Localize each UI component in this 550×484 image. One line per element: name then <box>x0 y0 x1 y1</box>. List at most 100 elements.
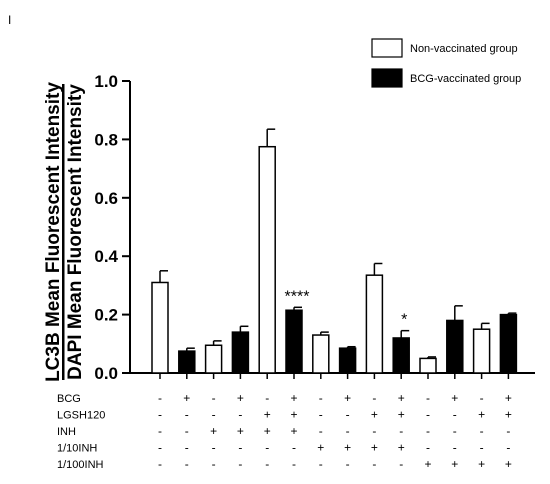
treatment-cell: + <box>290 408 297 422</box>
treatment-cell: - <box>372 424 376 438</box>
treatment-cell: - <box>238 408 242 422</box>
treatment-cell: + <box>264 424 271 438</box>
legend-swatch-bcg-vaccinated <box>371 68 403 88</box>
y-tick-label: 0.6 <box>94 189 118 208</box>
treatment-row-label: LGSH120 <box>57 410 105 422</box>
significance-label: * <box>401 312 407 329</box>
y-axis-label-denominator: DAPI Mean Fluorescent Intensity <box>65 84 86 380</box>
treatment-cell: + <box>371 408 378 422</box>
treatment-cell: + <box>424 457 431 471</box>
treatment-cell: - <box>158 441 162 455</box>
treatment-cell: + <box>398 408 405 422</box>
legend: Non-vaccinated group BCG-vaccinated grou… <box>371 38 521 88</box>
treatment-cell: + <box>478 457 485 471</box>
treatment-cell: - <box>238 441 242 455</box>
y-axis-title: LC3B Mean Fluorescent Intensity DAPI Mea… <box>43 82 86 382</box>
treatment-cell: + <box>290 424 297 438</box>
bar <box>419 357 437 374</box>
treatment-cell: - <box>399 457 403 471</box>
treatment-cell: - <box>292 457 296 471</box>
treatment-row-label: 1/10INH <box>57 443 97 455</box>
treatment-cell: - <box>212 441 216 455</box>
treatment-cell: - <box>453 441 457 455</box>
bar <box>472 328 491 374</box>
treatment-cell: - <box>346 457 350 471</box>
treatment-cell: + <box>344 391 351 405</box>
treatment-cell: + <box>451 391 458 405</box>
treatment-cell: - <box>480 391 484 405</box>
treatment-cell: - <box>265 457 269 471</box>
treatment-cell: - <box>426 441 430 455</box>
treatment-cell: + <box>398 391 405 405</box>
treatment-cell: + <box>451 457 458 471</box>
treatment-cell: + <box>371 441 378 455</box>
treatment-cell: + <box>505 391 512 405</box>
bar <box>231 331 250 374</box>
bar <box>446 319 464 374</box>
treatment-cell: + <box>505 457 512 471</box>
bar <box>151 281 169 374</box>
y-tick-label: 0.4 <box>94 247 118 266</box>
y-tick-label: 1.0 <box>94 72 118 91</box>
treatment-cell: - <box>506 424 510 438</box>
treatment-row-label: BCG <box>57 393 81 405</box>
treatment-cell: - <box>506 441 510 455</box>
treatment-cell: - <box>292 441 296 455</box>
treatment-cell: - <box>185 457 189 471</box>
treatment-cell: - <box>185 441 189 455</box>
treatment-table: BCG - + - + - + - + - + - + - + LGSH120 - - - - + + - - + + - - + + IN… <box>57 391 512 471</box>
legend-swatch-non-vaccinated <box>371 38 403 58</box>
treatment-cell: + <box>264 408 271 422</box>
bar <box>365 274 384 374</box>
bar <box>499 313 518 374</box>
treatment-cell: - <box>319 408 323 422</box>
treatment-cell: - <box>319 391 323 405</box>
treatment-cell: + <box>237 424 244 438</box>
treatment-cell: - <box>399 424 403 438</box>
treatment-cell: - <box>480 441 484 455</box>
treatment-cell: - <box>212 457 216 471</box>
treatment-cell: + <box>398 441 405 455</box>
treatment-cell: - <box>426 391 430 405</box>
y-tick-label: 0.8 <box>94 130 118 149</box>
panel-label: I <box>8 13 11 27</box>
treatment-cell: - <box>346 408 350 422</box>
axis-layer: 0.0 0.2 0.4 0.6 0.8 1.0 <box>94 72 535 383</box>
treatment-cell: + <box>478 408 485 422</box>
treatment-cell: - <box>319 424 323 438</box>
bar <box>392 337 410 374</box>
bar <box>285 309 303 374</box>
treatment-cell: + <box>237 391 244 405</box>
treatment-cell: + <box>344 441 351 455</box>
treatment-row-label: 1/100INH <box>57 459 104 471</box>
treatment-cell: - <box>212 408 216 422</box>
treatment-cell: - <box>185 424 189 438</box>
treatment-cell: - <box>158 457 162 471</box>
treatment-cell: - <box>453 424 457 438</box>
treatment-cell: - <box>185 408 189 422</box>
y-tick-label: 0.2 <box>94 306 118 325</box>
treatment-cell: - <box>158 408 162 422</box>
treatment-cell: - <box>265 391 269 405</box>
treatment-cell: + <box>290 391 297 405</box>
bar <box>204 344 223 374</box>
treatment-cell: - <box>265 441 269 455</box>
bars-layer: ***** <box>151 128 518 374</box>
y-tick-label: 0.0 <box>94 364 118 383</box>
treatment-cell: - <box>426 408 430 422</box>
y-axis-fraction-bar <box>62 84 65 380</box>
treatment-cell: - <box>158 424 162 438</box>
treatment-cell: - <box>238 457 242 471</box>
bar <box>312 334 330 374</box>
treatment-cell: + <box>317 441 324 455</box>
treatment-cell: + <box>210 424 217 438</box>
bar <box>178 350 196 374</box>
bar <box>258 145 276 374</box>
y-axis-label-numerator: LC3B Mean Fluorescent Intensity <box>43 82 64 382</box>
treatment-cell: - <box>319 457 323 471</box>
treatment-cell: - <box>372 457 376 471</box>
treatment-cell: - <box>426 424 430 438</box>
treatment-cell: - <box>158 391 162 405</box>
treatment-cell: - <box>453 408 457 422</box>
